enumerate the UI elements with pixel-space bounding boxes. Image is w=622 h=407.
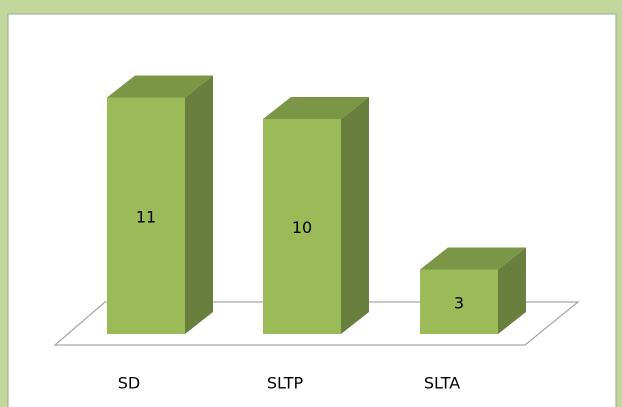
bar-top	[420, 247, 526, 270]
bar-side	[185, 75, 213, 334]
bar-side	[341, 97, 369, 334]
data-label: 11	[136, 207, 156, 226]
data-label: 3	[454, 293, 464, 312]
bar	[263, 119, 341, 334]
x-tick-label: SD	[118, 374, 140, 393]
x-tick-label: SLTP	[267, 374, 304, 393]
bar-top	[263, 97, 369, 119]
bar	[420, 269, 498, 334]
bar-top	[107, 75, 213, 98]
bar-side	[498, 247, 526, 334]
data-label: 10	[292, 218, 312, 237]
x-tick-label: SLTA	[424, 374, 460, 393]
bar	[107, 97, 185, 334]
